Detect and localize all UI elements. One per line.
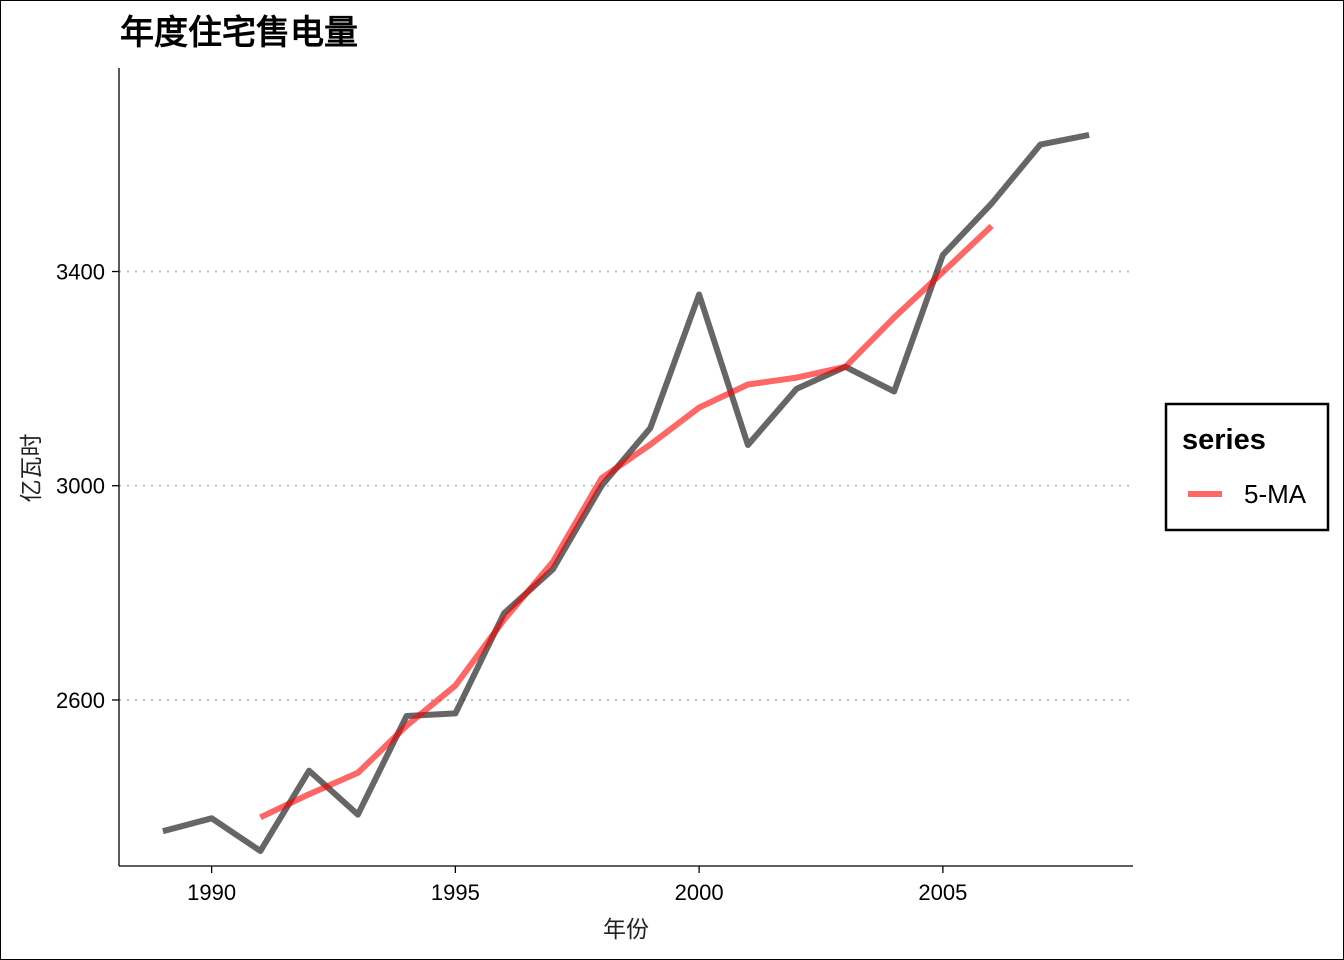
series-line-data	[162, 131, 1090, 854]
y-tick-label-3400: 3400	[56, 260, 105, 285]
y-axis-ticks: 2600 3000 3400	[56, 260, 119, 713]
chart-title: 年度住宅售电量	[120, 13, 358, 53]
legend: series 5-MA	[1164, 402, 1330, 532]
x-axis-title: 年份	[603, 917, 649, 943]
gridlines	[119, 270, 1133, 701]
series-lines	[162, 131, 1090, 854]
legend-title: series	[1182, 424, 1266, 456]
x-tick-label-2005: 2005	[918, 880, 967, 905]
legend-box	[1164, 402, 1330, 532]
x-tick-label-1990: 1990	[187, 880, 236, 905]
legend-label-5ma: 5-MA	[1244, 479, 1307, 509]
series-line-5ma	[259, 223, 994, 821]
x-tick-label-1995: 1995	[431, 880, 480, 905]
y-axis-title: 亿瓦时	[19, 434, 45, 503]
y-tick-label-3000: 3000	[56, 474, 105, 499]
x-axis-ticks: 1990 1995 2000 2005	[187, 866, 967, 905]
y-tick-label-2600: 2600	[56, 688, 105, 713]
x-tick-label-2000: 2000	[675, 880, 724, 905]
